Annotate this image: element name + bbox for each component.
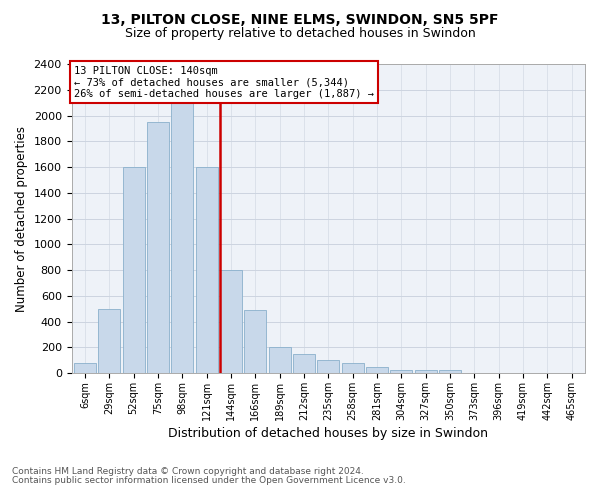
Bar — [341, 364, 364, 373]
Bar — [98, 308, 120, 373]
Bar — [439, 370, 461, 373]
X-axis label: Distribution of detached houses by size in Swindon: Distribution of detached houses by size … — [168, 427, 488, 440]
Bar — [147, 122, 169, 373]
Bar — [293, 354, 315, 373]
Bar — [415, 370, 437, 373]
Bar — [172, 102, 193, 373]
Bar — [366, 366, 388, 373]
Bar — [122, 167, 145, 373]
Bar — [317, 360, 339, 373]
Bar — [269, 348, 290, 373]
Text: Contains public sector information licensed under the Open Government Licence v3: Contains public sector information licen… — [12, 476, 406, 485]
Bar — [196, 167, 218, 373]
Bar — [244, 310, 266, 373]
Text: 13, PILTON CLOSE, NINE ELMS, SWINDON, SN5 5PF: 13, PILTON CLOSE, NINE ELMS, SWINDON, SN… — [101, 12, 499, 26]
Text: Size of property relative to detached houses in Swindon: Size of property relative to detached ho… — [125, 28, 475, 40]
Y-axis label: Number of detached properties: Number of detached properties — [15, 126, 28, 312]
Text: Contains HM Land Registry data © Crown copyright and database right 2024.: Contains HM Land Registry data © Crown c… — [12, 467, 364, 476]
Bar — [74, 364, 96, 373]
Bar — [220, 270, 242, 373]
Text: 13 PILTON CLOSE: 140sqm
← 73% of detached houses are smaller (5,344)
26% of semi: 13 PILTON CLOSE: 140sqm ← 73% of detache… — [74, 66, 374, 98]
Bar — [391, 370, 412, 373]
